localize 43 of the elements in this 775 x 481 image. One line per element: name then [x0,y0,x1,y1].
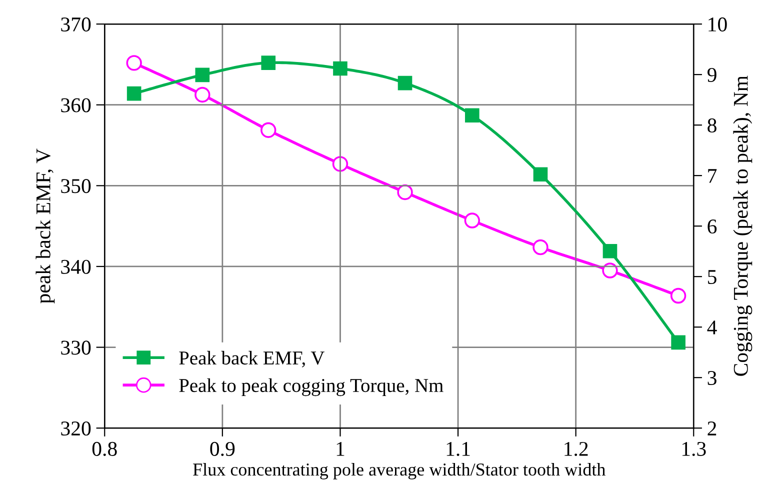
y2-tick-label: 2 [708,422,716,436]
x-tick-label: 1.2 [564,442,588,456]
x-tick-label: 1.3 [682,442,706,456]
point [464,212,480,228]
y2-tick-label: 6 [708,220,717,234]
point [533,167,548,182]
y-tick-label: 360 [61,98,91,112]
y-axis-title: peak back EMF, V [36,148,55,304]
y2-axis-title: Cogging Torque (peak to peak), Nm [733,76,752,376]
y-tick-label: 370 [61,17,91,32]
point [333,61,348,76]
point [671,335,686,350]
y2-tick-label: 9 [707,68,716,82]
point [465,108,480,123]
point [261,56,276,70]
point [126,86,142,101]
x-tick-label: 0.8 [92,442,117,456]
legend-label: Peak back EMF, V [179,350,324,368]
y2-tick-label: 8 [708,118,716,132]
y-tick-label: 340 [61,260,91,274]
point [398,76,412,90]
point [194,86,210,103]
point [602,244,618,258]
point [670,288,686,304]
point [397,184,413,200]
point [126,55,142,71]
point [602,262,618,278]
point [195,68,210,82]
x-tick-label: 0.9 [210,442,235,456]
y2-tick-label: 10 [708,17,727,32]
y-tick-label: 350 [61,179,91,194]
point [532,239,548,256]
legend-label: Peak to peak cogging Torque, Nm [179,378,444,396]
y2-tick-label: 3 [708,371,716,386]
x-tick-label: 1.1 [446,442,470,456]
y2-tick-label: 7 [708,169,717,183]
y-tick-label: 320 [61,421,91,436]
y2-tick-label: 5 [708,270,716,284]
point [260,122,276,138]
x-tick-label: 1 [336,442,344,456]
y2-tick-label: 4 [707,320,717,334]
x-axis-title: Flux concentrating pole average width/Stator tooth width [193,462,606,480]
y-tick-label: 330 [61,340,91,355]
